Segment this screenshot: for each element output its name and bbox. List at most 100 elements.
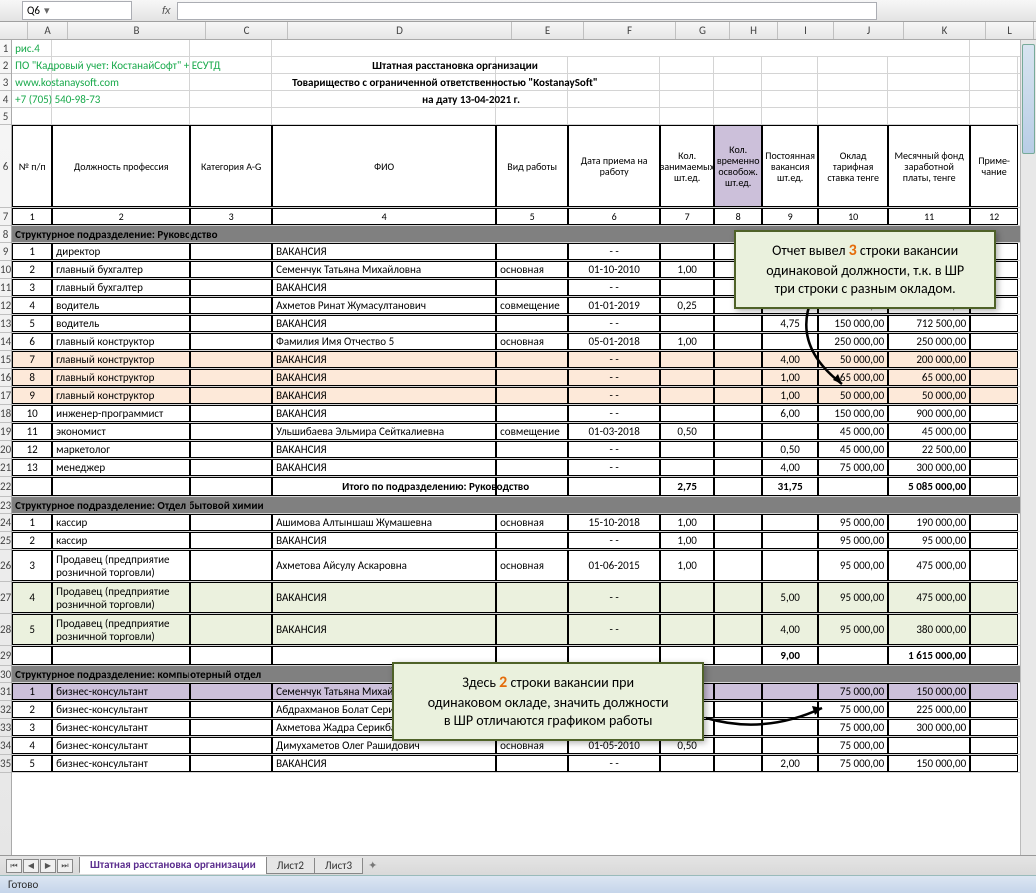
cell[interactable]: 75 000,00 (818, 755, 888, 772)
cell[interactable] (970, 701, 1018, 718)
cell[interactable]: ВАКАНСИЯ (272, 369, 496, 386)
row-header[interactable]: 2 (0, 57, 11, 74)
cell[interactable] (714, 719, 762, 736)
cell[interactable] (762, 701, 818, 718)
cell[interactable]: 2 (12, 261, 52, 278)
cell[interactable] (660, 57, 714, 73)
cell[interactable]: Оклад тарифная ставка тенге (818, 125, 888, 207)
cell[interactable] (660, 441, 714, 458)
cell[interactable]: Семенчук Татьяна Михайловна (272, 261, 496, 278)
cell[interactable] (568, 108, 660, 124)
cell[interactable] (714, 74, 762, 90)
row-header[interactable]: 28 (0, 614, 11, 646)
cell[interactable]: бизнес-консультант (52, 701, 190, 718)
cell[interactable] (190, 441, 272, 458)
cell[interactable] (190, 459, 272, 476)
row-header[interactable]: 24 (0, 514, 11, 532)
cell[interactable] (660, 91, 714, 107)
cell[interactable]: Должность профессия (52, 125, 190, 207)
cell[interactable] (190, 477, 272, 496)
cell[interactable]: 01-06-2015 (568, 550, 660, 581)
cell[interactable]: ВАКАНСИЯ (272, 532, 496, 549)
cell[interactable]: совмещение (496, 423, 568, 440)
tab-prev-icon[interactable]: ◀ (23, 859, 39, 873)
cell[interactable]: 01-03-2018 (568, 423, 660, 440)
cell[interactable]: - - (568, 405, 660, 422)
cell[interactable]: 95 000,00 (818, 614, 888, 645)
row-header[interactable]: 25 (0, 532, 11, 550)
row-header[interactable]: 26 (0, 550, 11, 582)
cell[interactable]: 11 (888, 208, 970, 225)
cell[interactable]: - - (568, 441, 660, 458)
cell[interactable] (190, 369, 272, 386)
cell[interactable]: 95 000,00 (818, 582, 888, 613)
cell[interactable]: 75 000,00 (818, 737, 888, 754)
cell[interactable] (888, 108, 970, 124)
cell[interactable]: ВАКАНСИЯ (272, 614, 496, 645)
cell[interactable] (714, 108, 762, 124)
cell[interactable] (714, 57, 762, 73)
cell[interactable]: 3 (12, 550, 52, 581)
cell[interactable]: 95 000,00 (818, 532, 888, 549)
cell[interactable]: - - (568, 532, 660, 549)
cell[interactable]: кассир (52, 514, 190, 531)
cell[interactable]: 4 (12, 582, 52, 613)
row-header[interactable]: 4 (0, 91, 11, 108)
row-header[interactable]: 15 (0, 351, 11, 369)
cell[interactable]: 1 (12, 683, 52, 700)
cell[interactable]: ВАКАНСИЯ (272, 243, 496, 260)
cell[interactable]: 150 000,00 (888, 683, 970, 700)
cell[interactable]: Структурное подразделение: компьютерный … (12, 666, 52, 682)
cell[interactable]: Итого по подразделению: Руководство (272, 477, 496, 496)
cell[interactable] (660, 315, 714, 332)
cell[interactable]: 1,00 (660, 514, 714, 531)
cell[interactable]: Штатная расстановка организации (496, 57, 568, 73)
cell[interactable]: 9 (12, 387, 52, 404)
cell[interactable] (190, 423, 272, 440)
row-header[interactable]: 11 (0, 279, 11, 297)
cell[interactable] (714, 532, 762, 549)
cell[interactable]: Вид работы (496, 125, 568, 207)
cell[interactable]: 13 (12, 459, 52, 476)
insert-sheet-icon[interactable]: ✦ (368, 859, 377, 872)
cell[interactable]: главный конструктор (52, 351, 190, 368)
cell[interactable] (970, 755, 1018, 772)
cell[interactable] (714, 477, 762, 496)
cell[interactable] (496, 459, 568, 476)
row-header[interactable]: 3 (0, 74, 11, 91)
cell[interactable] (714, 683, 762, 700)
cell[interactable]: Фамилия Имя Отчество 5 (272, 333, 496, 350)
cell[interactable] (190, 57, 272, 73)
cell[interactable]: рис.4 (12, 40, 52, 56)
cell[interactable] (818, 666, 888, 682)
cell[interactable]: - - (568, 755, 660, 772)
row-header[interactable]: 10 (0, 261, 11, 279)
cell[interactable] (888, 57, 970, 73)
cell[interactable]: 200 000,00 (888, 351, 970, 368)
cell[interactable] (52, 108, 190, 124)
row-header[interactable]: 30 (0, 666, 11, 683)
row-header[interactable]: 23 (0, 497, 11, 514)
cell[interactable] (970, 532, 1018, 549)
cell[interactable]: Кол. занимаемых шт.ед. (660, 125, 714, 207)
cell[interactable]: 65 000,00 (888, 369, 970, 386)
cell[interactable]: 10 (12, 405, 52, 422)
cell[interactable]: кассир (52, 532, 190, 549)
cell[interactable]: ВАКАНСИЯ (272, 441, 496, 458)
row-header[interactable]: 20 (0, 441, 11, 459)
cell[interactable]: Продавец (предприятие розничной торговли… (52, 614, 190, 645)
cell[interactable] (496, 279, 568, 296)
tab-last-icon[interactable]: ⏭ (57, 859, 73, 873)
cell[interactable]: бизнес-консультант (52, 719, 190, 736)
cell[interactable] (496, 226, 568, 242)
cell[interactable] (714, 387, 762, 404)
cell[interactable] (496, 405, 568, 422)
cell[interactable] (190, 405, 272, 422)
cell[interactable]: основная (496, 333, 568, 350)
cell[interactable] (970, 646, 1018, 665)
cell[interactable] (970, 459, 1018, 476)
cell[interactable]: 1,00 (762, 387, 818, 404)
cell[interactable] (496, 315, 568, 332)
cell[interactable] (496, 497, 568, 513)
cell[interactable]: 95 000,00 (818, 550, 888, 581)
